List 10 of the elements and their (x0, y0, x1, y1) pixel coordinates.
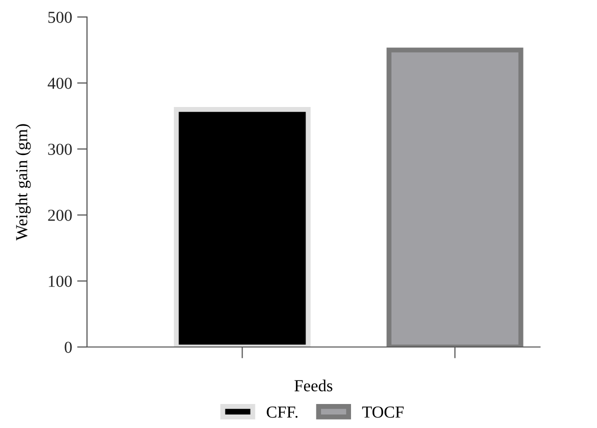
y-tick-label: 200 (48, 210, 72, 221)
y-tick-label: 0 (64, 342, 72, 353)
x-axis-title: Feeds (294, 380, 332, 392)
y-tick-label: 100 (48, 276, 72, 287)
legend-label: CFF. (266, 406, 298, 418)
y-tick-label: 400 (48, 78, 72, 89)
legend-label: TOCF (362, 406, 404, 418)
y-tick-label: 500 (48, 12, 72, 23)
y-axis-title: Weight gain (gm) (16, 124, 31, 241)
y-tick-label: 300 (48, 144, 72, 155)
